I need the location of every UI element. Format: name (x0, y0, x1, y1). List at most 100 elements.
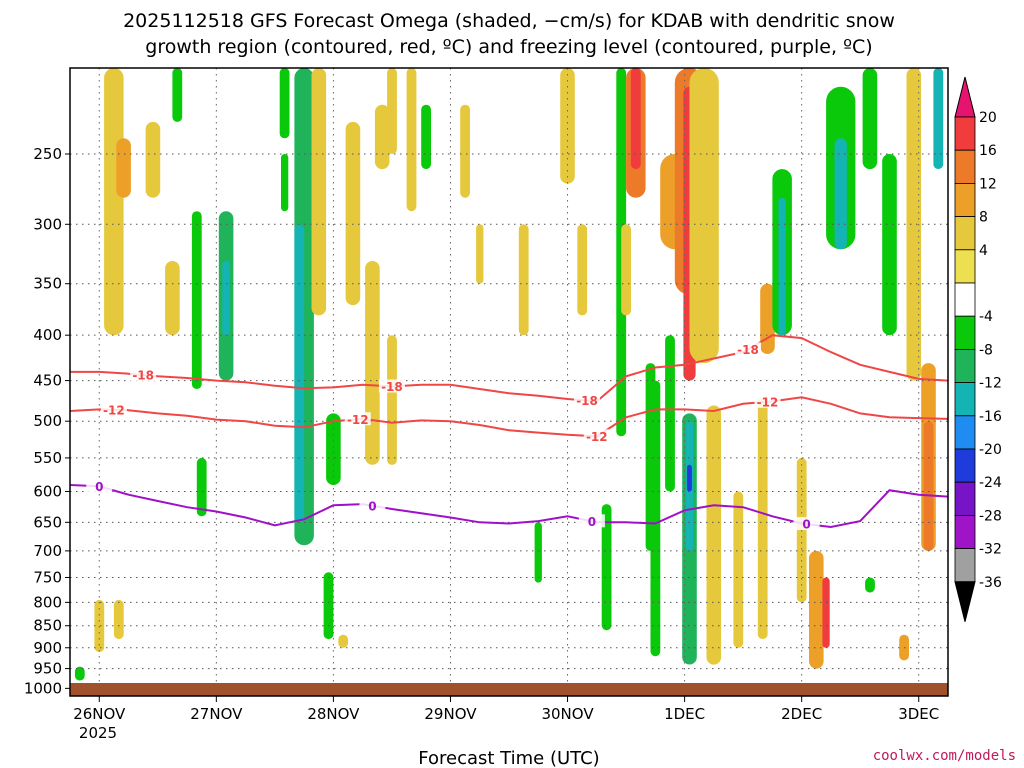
x-tick-label-0: 26NOV (73, 705, 126, 723)
colorbar-label-11: -28 (979, 508, 1002, 524)
omega-cell-55 (809, 550, 824, 669)
colorbar-swatch-3 (954, 216, 976, 251)
temperature-contours: -18 -18 -18 -18 -12 -12 -12 -12 0 0 0 0 (70, 334, 948, 532)
y-tick-label-7: 600 (33, 482, 62, 500)
y-tick-label-14: 950 (33, 660, 62, 678)
omega-cell-49 (733, 491, 744, 648)
colorbar-label-6: -8 (979, 342, 993, 358)
y-tick-label-5: 500 (33, 412, 62, 430)
contour-line-1 (70, 396, 948, 438)
omega-cell-12 (279, 68, 290, 139)
colorbar-swatch-8 (954, 382, 976, 417)
contour-label-1-3: -12 (757, 395, 779, 409)
y-tick-label-4: 450 (33, 372, 62, 390)
y-tick-label-10: 750 (33, 568, 62, 586)
contour-label-bg (344, 412, 371, 426)
omega-cell-39 (650, 380, 661, 657)
contour-label-1-0: -12 (103, 403, 125, 417)
chart-title-line-1: 2025112518 GFS Forecast Omega (shaded, −… (123, 10, 895, 32)
colorbar-label-9: -20 (979, 442, 1002, 458)
omega-cell-56 (822, 577, 830, 648)
contour-label-bg (378, 379, 405, 393)
omega-cell-57 (811, 647, 822, 669)
colorbar-swatch-4 (954, 249, 976, 284)
contour-label-1-2: -12 (586, 430, 608, 444)
omega-cell-37 (621, 224, 631, 316)
contour-label-0-2: -18 (576, 394, 598, 408)
omega-cell-53 (778, 197, 786, 336)
y-tick-label-15: 1000 (24, 679, 62, 697)
omega-cell-46 (687, 464, 692, 492)
x-axis-label: Forecast Time (UTC) (418, 748, 599, 768)
contour-label-0-0: -18 (132, 368, 154, 382)
omega-cell-9 (172, 68, 183, 122)
y-tick-label-6: 550 (33, 449, 62, 467)
omega-cell-15 (294, 224, 305, 523)
omega-cell-60 (862, 68, 878, 170)
credit-text: coolwx.com/models (873, 748, 1016, 764)
grid-lines (70, 68, 948, 696)
omega-cell-16 (311, 68, 327, 316)
y-tick-label-3: 400 (33, 326, 62, 344)
colorbar-swatch-5 (954, 282, 976, 317)
colorbar-swatch-6 (954, 315, 976, 350)
omega-cell-22 (365, 261, 380, 465)
omega-cell-64 (906, 68, 922, 381)
colorbar-label-13: -36 (979, 575, 1002, 591)
colorbar-label-5: -4 (979, 309, 993, 325)
contour-label-2-1: 0 (368, 499, 376, 513)
plot-frame (69, 67, 949, 697)
omega-cell-11 (222, 261, 230, 336)
omega-cell-3 (165, 261, 180, 336)
omega-cell-20 (374, 104, 390, 170)
omega-cell-29 (518, 224, 529, 336)
omega-cell-34 (616, 68, 627, 437)
omega-cell-19 (338, 634, 349, 648)
contour-label-2-2: 0 (588, 515, 596, 529)
omega-cell-31 (560, 68, 575, 184)
x-tick-label-2: 28NOV (307, 705, 360, 723)
colorbar-label-1: 16 (979, 143, 997, 159)
colorbar-swatch-2 (954, 182, 976, 217)
omega-cell-17 (326, 413, 341, 485)
colorbar-label-4: 4 (979, 243, 988, 259)
omega-cell-2 (145, 121, 161, 198)
colorbar-swatch-9 (954, 415, 976, 450)
contour-label-bg (578, 514, 605, 528)
y-tick-label-1: 300 (33, 215, 62, 233)
contour-label-2-0: 0 (95, 480, 103, 494)
contour-label-0-3: -18 (737, 343, 759, 357)
y-tick-label-13: 900 (33, 639, 62, 657)
omega-cell-6 (74, 666, 85, 681)
omega-cell-1 (116, 138, 131, 198)
omega-cell-18 (323, 572, 334, 640)
x-tick-label-1: 27NOV (190, 705, 243, 723)
y-tick-label-2: 350 (33, 275, 62, 293)
year-label: 2025 (79, 724, 117, 742)
time-axis: 26NOV 27NOV 28NOV 29NOV 30NOV 1DEC 2DEC 3DEC (73, 696, 939, 723)
contour-label-bg (130, 367, 157, 381)
omega-cell-13 (281, 154, 289, 212)
omega-cell-66 (923, 421, 934, 551)
x-tick-label-7: 3DEC (898, 705, 939, 723)
colorbar-top-arrow (954, 76, 976, 118)
y-tick-label-0: 250 (33, 145, 62, 163)
omega-cell-7 (191, 211, 202, 389)
omega-cell-23 (387, 335, 397, 465)
omega-cell-32 (577, 224, 588, 316)
x-tick-label-5: 1DEC (664, 705, 705, 723)
colorbar-swatch-7 (954, 348, 976, 383)
contour-label-bg (86, 479, 113, 493)
colorbar-swatch-1 (954, 149, 976, 184)
colorbar-label-2: 12 (979, 176, 997, 192)
colorbar-swatch-12 (954, 515, 976, 550)
colorbar-label-3: 8 (979, 210, 988, 226)
omega-cell-62 (865, 577, 875, 593)
contour-label-bg (359, 498, 386, 512)
omega-cell-26 (421, 104, 431, 170)
contour-line-0 (70, 334, 948, 403)
contour-label-bg (735, 342, 762, 356)
colorbar-label-8: -16 (979, 409, 1002, 425)
y-tick-label-12: 850 (33, 617, 62, 635)
